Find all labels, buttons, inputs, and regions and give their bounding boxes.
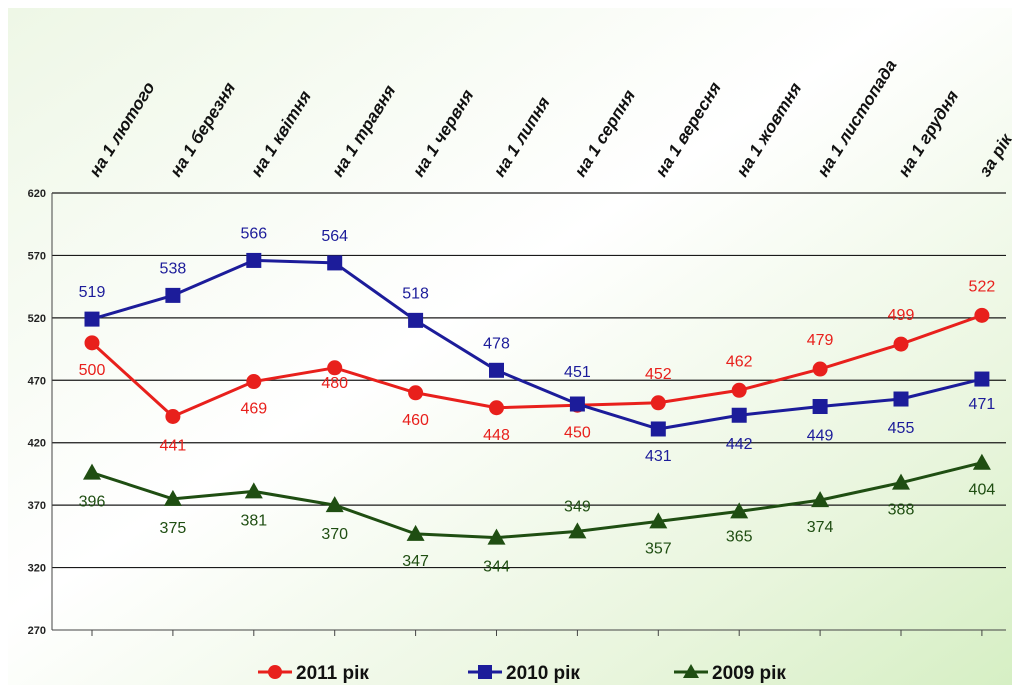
- data-label: 566: [240, 225, 267, 242]
- data-point: [812, 361, 828, 377]
- legend-label: 2010 рік: [506, 663, 580, 684]
- data-label: 460: [402, 412, 429, 429]
- data-label: 478: [483, 335, 510, 352]
- data-label: 431: [645, 448, 672, 465]
- data-label: 370: [321, 526, 348, 543]
- data-point: [568, 522, 587, 539]
- legend-label: 2011 рік: [296, 663, 369, 684]
- y-tick-label: 520: [28, 313, 46, 325]
- data-label: 404: [969, 482, 996, 499]
- data-point: [892, 473, 910, 490]
- data-point: [650, 395, 666, 411]
- data-point: [244, 482, 263, 499]
- data-label: 522: [969, 278, 996, 295]
- data-label: 452: [645, 366, 672, 383]
- data-point: [489, 400, 504, 416]
- data-label: 349: [564, 498, 591, 515]
- series-line: [91, 461, 983, 540]
- data-label: 448: [483, 427, 510, 444]
- data-point: [974, 307, 990, 323]
- data-point: [84, 311, 100, 327]
- data-point: [731, 382, 747, 398]
- data-point: [731, 407, 747, 423]
- data-point: [974, 371, 990, 387]
- data-point: [327, 360, 343, 376]
- y-tick-label: 370: [28, 500, 46, 512]
- data-point: [327, 255, 343, 271]
- data-label: 450: [564, 424, 591, 441]
- data-label: 381: [240, 512, 267, 529]
- data-point: [406, 524, 425, 541]
- y-tick-label: 270: [28, 625, 46, 637]
- data-point: [246, 252, 262, 268]
- legend-label: 2009 рік: [712, 663, 786, 684]
- data-point: [812, 399, 828, 415]
- data-point: [408, 312, 424, 328]
- y-tick-label: 620: [28, 188, 46, 200]
- data-label: 451: [564, 364, 591, 381]
- y-tick-label: 320: [28, 563, 46, 575]
- data-point: [811, 491, 830, 508]
- data-point: [165, 408, 181, 424]
- data-label: 375: [160, 520, 187, 537]
- data-label: 347: [402, 553, 429, 570]
- data-label: 564: [321, 228, 348, 245]
- y-tick-label: 470: [28, 375, 46, 387]
- chart-background: [8, 8, 1012, 685]
- data-point: [650, 421, 666, 437]
- data-label: 519: [79, 284, 106, 301]
- data-point: [893, 391, 909, 407]
- data-label: 471: [969, 396, 996, 413]
- data-label: 344: [483, 559, 510, 576]
- data-point: [487, 528, 506, 545]
- data-label: 500: [79, 362, 106, 379]
- data-label: 449: [807, 428, 834, 445]
- data-label: 480: [321, 375, 348, 392]
- data-point: [408, 385, 424, 401]
- data-point: [893, 336, 909, 352]
- data-point: [730, 502, 749, 519]
- data-label: 469: [240, 401, 267, 418]
- data-point: [569, 396, 585, 412]
- data-point: [489, 362, 504, 378]
- y-tick-label: 420: [28, 438, 46, 450]
- data-point: [972, 453, 991, 470]
- data-label: 357: [645, 540, 672, 557]
- data-label: 455: [888, 420, 915, 437]
- data-label: 441: [160, 437, 187, 454]
- series-line: [90, 313, 983, 418]
- legend-marker: [268, 665, 282, 679]
- data-label: 442: [726, 436, 753, 453]
- legend-marker: [683, 664, 699, 678]
- data-label: 538: [160, 260, 187, 277]
- data-label: 479: [807, 332, 834, 349]
- data-point: [84, 335, 100, 351]
- series-line: [91, 258, 983, 431]
- data-label: 396: [79, 494, 106, 511]
- data-label: 374: [807, 519, 834, 536]
- data-label: 462: [726, 353, 753, 370]
- data-point: [325, 496, 344, 513]
- legend-marker: [478, 665, 492, 679]
- data-point: [649, 512, 668, 529]
- data-point: [83, 463, 101, 480]
- data-label: 518: [402, 285, 429, 302]
- data-point: [246, 374, 262, 390]
- data-label: 388: [888, 502, 915, 519]
- y-tick-label: 570: [28, 250, 46, 262]
- data-label: 499: [888, 307, 915, 324]
- data-point: [163, 489, 182, 506]
- data-point: [165, 287, 181, 303]
- data-label: 365: [726, 528, 753, 545]
